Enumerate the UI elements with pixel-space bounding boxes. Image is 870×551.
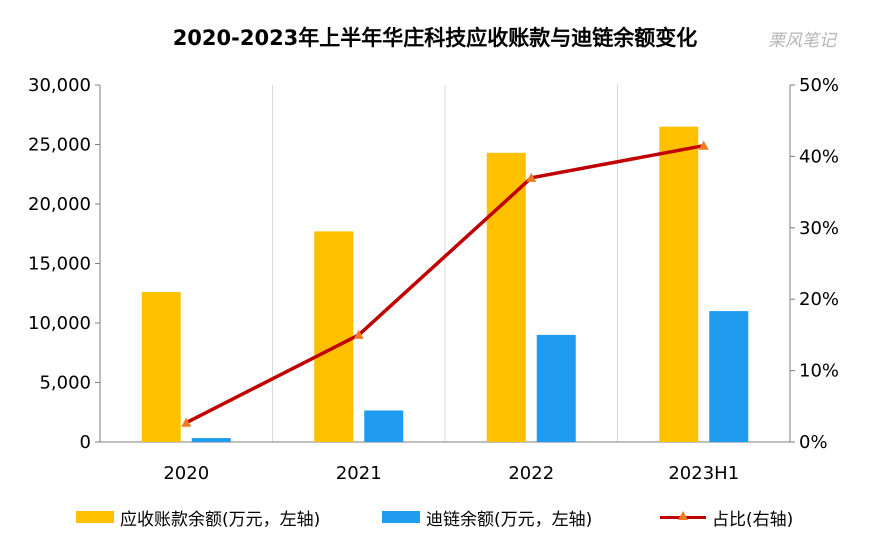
right-tick-label: 40%: [799, 146, 839, 167]
legend-line-ratio: [660, 511, 706, 523]
bar-dilian: [709, 311, 749, 442]
legend-label-ratio: 占比(右轴): [712, 509, 794, 530]
bar-receivables: [314, 231, 354, 442]
legend-swatch-receivables: [76, 511, 114, 523]
bar-receivables: [141, 292, 181, 442]
right-tick-label: 30%: [799, 218, 839, 239]
plot-area: 0 5,000 10,000 15,000 20,000 25,000 30,000 0% 10…: [28, 75, 839, 484]
legend: 应收账款余额(万元，左轴) 迪链余额(万元，左轴) 占比(右轴): [0, 504, 870, 530]
legend-item-ratio: 占比(右轴): [660, 504, 793, 530]
left-tick-label: 15,000: [28, 254, 91, 275]
legend-item-dilian: 迪链余额(万元，左轴): [382, 504, 592, 530]
legend-swatch-dilian: [382, 511, 420, 523]
left-tick-label: 20,000: [28, 194, 91, 215]
marker-ratio: [526, 172, 537, 182]
chart-title: 2020-2023年上半年华庄科技应收账款与迪链余额变化: [172, 26, 698, 50]
x-tick-label: 2020: [163, 463, 209, 484]
legend-label-dilian: 迪链余额(万元，左轴): [426, 509, 593, 530]
bar-receivables: [659, 126, 699, 443]
right-tick-label: 0%: [799, 432, 828, 453]
left-tick-label: 5,000: [39, 373, 91, 394]
left-tick-label: 25,000: [28, 135, 91, 156]
right-tick-label: 50%: [799, 75, 839, 96]
bar-dilian: [536, 334, 576, 442]
right-tick-label: 10%: [799, 361, 839, 382]
bar-dilian: [191, 438, 231, 442]
marker-ratio: [698, 140, 709, 150]
x-tick-label: 2023H1: [668, 463, 739, 484]
left-tick-label: 0: [80, 432, 91, 453]
x-tick-label: 2022: [508, 463, 554, 484]
x-tick-label: 2021: [336, 463, 382, 484]
legend-label-receivables: 应收账款余额(万元，左轴): [120, 509, 321, 530]
line-ratio: [185, 143, 705, 425]
marker-ratio: [181, 417, 192, 427]
left-tick-label: 10,000: [28, 313, 91, 334]
left-tick-label: 30,000: [28, 75, 91, 96]
right-tick-label: 20%: [799, 289, 839, 310]
marker-ratio: [353, 329, 364, 339]
bar-dilian: [364, 410, 404, 442]
watermark: 栗风笔记: [768, 31, 836, 51]
bar-receivables: [486, 152, 526, 442]
legend-item-receivables: 应收账款余额(万元，左轴): [76, 504, 320, 530]
